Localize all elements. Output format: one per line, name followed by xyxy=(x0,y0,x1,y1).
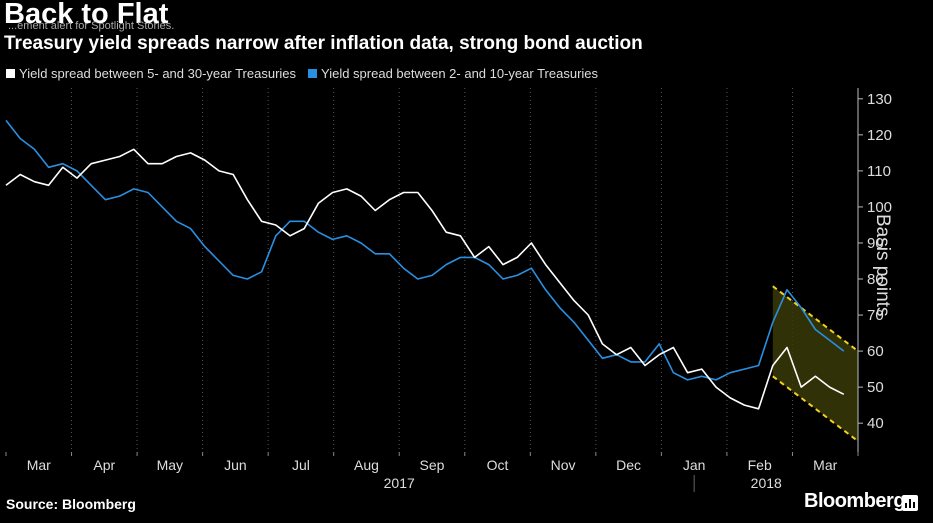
y-tick-label: 100 xyxy=(867,199,892,216)
y-tick-label: 110 xyxy=(867,163,891,180)
legend-item-5s30s: Yield spread between 5- and 30-year Trea… xyxy=(6,66,296,81)
y-axis-label: Basis points xyxy=(872,214,893,317)
legend-label-5s30s: Yield spread between 5- and 30-year Trea… xyxy=(19,66,297,81)
month-gridlines xyxy=(71,88,793,452)
x-tick-label: May xyxy=(157,457,183,473)
y-tick-label: 80 xyxy=(867,271,884,288)
chart-subtitle: Treasury yield spreads narrow after infl… xyxy=(4,33,643,54)
legend-item-2s10s: Yield spread between 2- and 10-year Trea… xyxy=(308,66,598,81)
series-line-5s30s xyxy=(5,148,845,410)
trend-channel-fill xyxy=(772,286,858,442)
x-year-label: 2017 xyxy=(384,475,415,491)
legend-swatch-white xyxy=(6,69,15,78)
axes: Mar Apr May Jun Jul Aug Sep Oct Nov Dec Jan Feb Mar 2… xyxy=(5,88,892,492)
source-note: Source: Bloomberg xyxy=(6,496,136,512)
series-line-2s10s xyxy=(5,119,845,381)
y-tick-label: 130 xyxy=(867,91,892,108)
x-tick-label: Mar xyxy=(813,457,837,473)
legend: Yield spread between 5- and 30-year Trea… xyxy=(6,66,598,81)
legend-swatch-blue xyxy=(308,69,318,78)
x-tick-label: Feb xyxy=(748,457,772,473)
x-tick-label: Apr xyxy=(93,457,115,473)
x-tick-label: Aug xyxy=(354,457,379,473)
x-tick-label: Jun xyxy=(224,457,247,473)
chart-title: Back to Flat xyxy=(4,0,169,30)
x-year-label: 2018 xyxy=(751,475,782,491)
bloomberg-logo-text: Bloomberg xyxy=(804,490,906,512)
bloomberg-chart-icon xyxy=(902,495,918,511)
x-tick-label: Mar xyxy=(27,457,51,473)
y-tick-label: 70 xyxy=(867,307,884,324)
x-tick-label: Dec xyxy=(616,457,641,473)
series-lines xyxy=(5,119,845,410)
y-tick-label: 90 xyxy=(867,235,884,252)
y-tick-label: 120 xyxy=(867,127,892,144)
x-tick-label: Nov xyxy=(551,457,576,473)
x-tick-label: Jan xyxy=(683,457,706,473)
overlay-notification-text: ...ement alert for Spotlight Stories. xyxy=(8,20,175,32)
trend-channel xyxy=(772,285,859,442)
x-tick-label: Sep xyxy=(420,457,445,473)
y-tick-label: 40 xyxy=(867,415,884,432)
x-tick-label: Jul xyxy=(292,457,310,473)
y-tick-label: 60 xyxy=(867,343,884,360)
legend-label-2s10s: Yield spread between 2- and 10-year Trea… xyxy=(321,66,599,81)
y-tick-label: 50 xyxy=(867,379,884,396)
x-tick-label: Oct xyxy=(487,457,509,473)
